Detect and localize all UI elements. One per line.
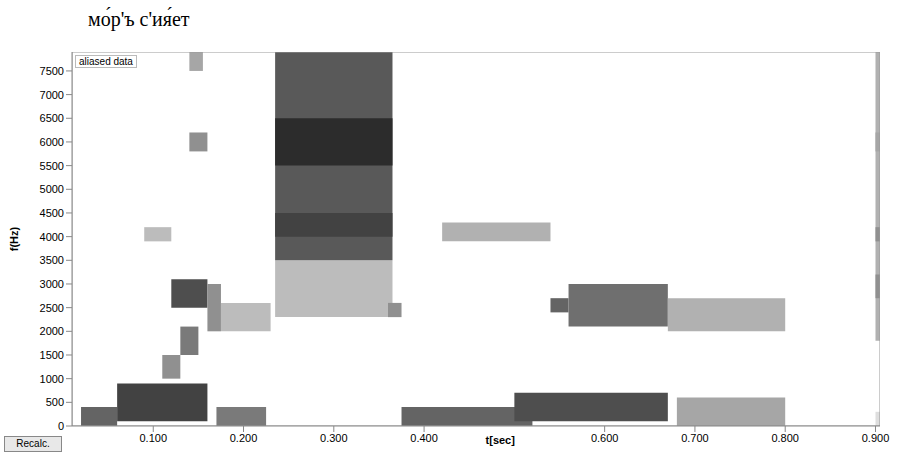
svg-text:0: 0 xyxy=(58,420,64,432)
svg-text:0.600: 0.600 xyxy=(591,432,619,444)
svg-text:3500: 3500 xyxy=(40,254,64,266)
svg-text:4000: 4000 xyxy=(40,231,64,243)
svg-text:0.400: 0.400 xyxy=(410,432,438,444)
html-text:Recalc.: Recalc. xyxy=(16,438,50,449)
svg-text:0.200: 0.200 xyxy=(230,432,258,444)
html-text:aliased data: aliased data xyxy=(79,56,133,67)
svg-text:6500: 6500 xyxy=(40,112,64,124)
svg-text:0.700: 0.700 xyxy=(681,432,709,444)
svg-text:7500: 7500 xyxy=(40,65,64,77)
svg-text:2500: 2500 xyxy=(40,302,64,314)
html-text:мо́р'ъ с'ия́ет: мо́р'ъ с'ия́ет xyxy=(88,8,190,30)
svg-text:1500: 1500 xyxy=(40,349,64,361)
svg-text:500: 500 xyxy=(46,396,64,408)
svg-text:5000: 5000 xyxy=(40,183,64,195)
svg-text:4500: 4500 xyxy=(40,207,64,219)
svg-text:5500: 5500 xyxy=(40,160,64,172)
svg-text:f(Hz): f(Hz) xyxy=(8,226,20,251)
svg-text:7000: 7000 xyxy=(40,89,64,101)
svg-text:t[sec]: t[sec] xyxy=(486,434,516,446)
svg-text:0.300: 0.300 xyxy=(320,432,348,444)
svg-text:0.100: 0.100 xyxy=(139,432,167,444)
svg-text:0.800: 0.800 xyxy=(771,432,799,444)
svg-text:1000: 1000 xyxy=(40,373,64,385)
svg-text:6000: 6000 xyxy=(40,136,64,148)
svg-text:3000: 3000 xyxy=(40,278,64,290)
svg-text:2000: 2000 xyxy=(40,325,64,337)
svg-text:0.900: 0.900 xyxy=(862,432,890,444)
